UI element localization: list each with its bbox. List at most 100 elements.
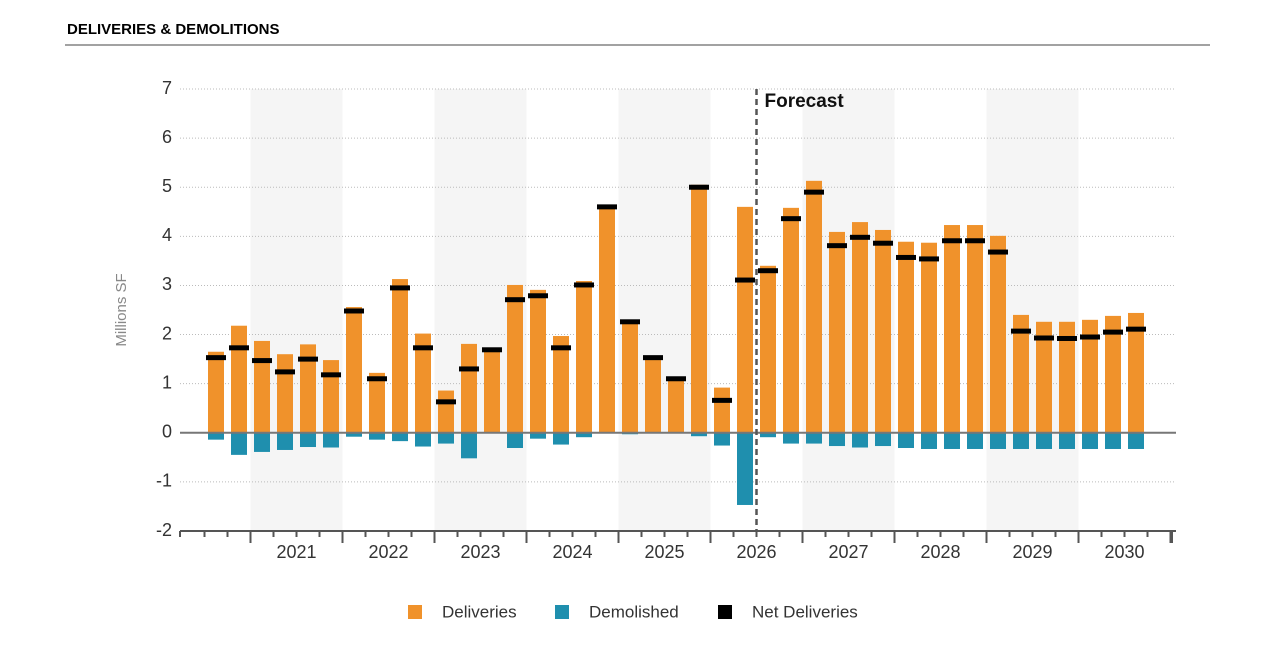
net-marker — [1103, 329, 1123, 335]
bar — [967, 432, 983, 449]
net-marker — [482, 347, 502, 353]
legend-swatch — [555, 605, 569, 619]
net-marker — [275, 369, 295, 375]
bar — [737, 432, 753, 505]
chart-title: DELIVERIES & DEMOLITIONS — [67, 21, 280, 38]
net-marker — [528, 293, 548, 299]
bar — [254, 432, 270, 452]
bar — [875, 229, 891, 433]
net-marker — [252, 358, 272, 364]
bar — [1013, 432, 1029, 449]
bar — [737, 206, 753, 433]
net-marker — [1057, 335, 1077, 341]
legend-swatch — [718, 605, 732, 619]
bar — [1128, 432, 1144, 449]
net-marker — [413, 345, 433, 351]
net-marker — [298, 356, 318, 362]
bar — [1082, 432, 1098, 449]
y-tick-label: 2 — [162, 323, 172, 343]
bar — [231, 432, 247, 455]
bar — [392, 432, 408, 442]
x-tick-label: 2021 — [276, 542, 316, 562]
bar — [277, 354, 293, 433]
net-marker — [873, 240, 893, 246]
bar — [852, 432, 868, 448]
net-marker — [827, 243, 847, 249]
bar — [208, 432, 224, 440]
bar — [967, 225, 983, 433]
bar — [1105, 432, 1121, 449]
net-marker — [436, 399, 456, 405]
legend-label: Demolished — [589, 602, 679, 621]
net-marker — [643, 355, 663, 361]
net-marker — [758, 268, 778, 274]
bar — [990, 432, 1006, 449]
bar — [254, 340, 270, 433]
y-axis-label: Millions SF — [113, 273, 130, 346]
net-marker — [551, 345, 571, 351]
y-tick-label: 0 — [162, 422, 172, 442]
net-marker — [1034, 335, 1054, 341]
y-tick-label: 4 — [162, 225, 172, 245]
bar — [829, 432, 845, 447]
net-marker — [344, 308, 364, 314]
bar — [484, 349, 500, 433]
bar — [783, 432, 799, 444]
legend-swatch — [408, 605, 422, 619]
bar — [323, 360, 339, 433]
bar — [898, 432, 914, 449]
bar — [622, 320, 638, 433]
bar — [760, 265, 776, 433]
y-tick-label: 6 — [162, 127, 172, 147]
bar — [415, 432, 431, 447]
net-marker — [321, 372, 341, 378]
x-tick-label: 2023 — [460, 542, 500, 562]
net-marker — [390, 285, 410, 291]
net-marker — [505, 297, 525, 303]
net-marker — [574, 282, 594, 288]
bar — [1036, 432, 1052, 449]
bar — [553, 336, 569, 433]
net-marker — [942, 238, 962, 244]
net-marker — [620, 319, 640, 325]
bar — [461, 432, 477, 459]
bar — [1128, 312, 1144, 433]
forecast-label: Forecast — [765, 91, 845, 112]
x-tick-label: 2030 — [1104, 542, 1144, 562]
bar — [415, 333, 431, 433]
bar — [461, 343, 477, 433]
legend-label: Net Deliveries — [752, 602, 858, 621]
net-marker — [919, 256, 939, 262]
net-marker — [850, 234, 870, 240]
bar — [392, 279, 408, 433]
bar — [714, 432, 730, 446]
x-tick-label: 2029 — [1012, 542, 1052, 562]
bar — [553, 432, 569, 445]
net-marker — [689, 184, 709, 190]
x-tick-label: 2026 — [736, 542, 776, 562]
net-marker — [781, 216, 801, 222]
net-marker — [1126, 326, 1146, 332]
x-tick-label: 2022 — [368, 542, 408, 562]
bar — [576, 432, 592, 438]
net-marker — [965, 238, 985, 244]
bar — [921, 242, 937, 433]
bar — [300, 344, 316, 433]
bar — [507, 432, 523, 449]
net-marker — [896, 254, 916, 260]
bar — [1059, 321, 1075, 433]
bar — [645, 357, 661, 433]
bar — [1059, 432, 1075, 449]
net-marker — [1011, 328, 1031, 334]
bar — [231, 325, 247, 433]
net-marker — [804, 189, 824, 195]
x-tick-label: 2028 — [920, 542, 960, 562]
net-marker — [459, 366, 479, 372]
bar — [507, 284, 523, 433]
y-tick-label: 1 — [162, 372, 172, 392]
y-tick-label: 5 — [162, 176, 172, 196]
y-tick-label: 7 — [162, 78, 172, 98]
net-marker — [597, 204, 617, 210]
bar — [277, 432, 293, 450]
